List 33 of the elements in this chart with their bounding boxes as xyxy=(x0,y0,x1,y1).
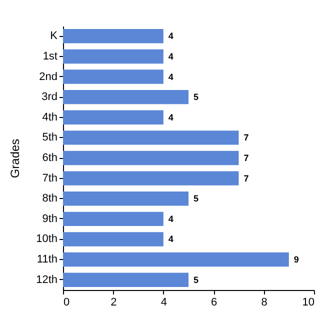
y-axis-title: Grades xyxy=(8,138,22,178)
x-tick-label: 10 xyxy=(302,296,314,308)
y-tick-label: 7th xyxy=(42,172,58,184)
y-tick-label: 5th xyxy=(42,132,58,144)
data-label: 5 xyxy=(194,274,199,285)
data-label: 4 xyxy=(168,31,174,42)
data-label: 9 xyxy=(294,254,299,265)
x-tick-label: 6 xyxy=(211,296,218,308)
y-tick-label: 2nd xyxy=(39,70,58,83)
data-label: 7 xyxy=(244,132,249,143)
data-label: 5 xyxy=(194,92,199,102)
data-label: 7 xyxy=(244,173,249,184)
data-label: 5 xyxy=(194,194,199,204)
y-tick-label: 8th xyxy=(42,192,58,205)
x-tick-label: 8 xyxy=(261,296,268,308)
x-tick-label: 0 xyxy=(64,296,70,308)
y-tick-label: 1st xyxy=(42,50,58,62)
y-tick-label: K xyxy=(50,30,58,42)
data-label: 4 xyxy=(168,72,174,82)
x-tick-label: 4 xyxy=(160,296,167,308)
y-tick-label: 12th xyxy=(36,274,58,286)
x-tick-label: 2 xyxy=(110,296,117,308)
y-tick-label: 9th xyxy=(42,212,58,225)
data-label: 7 xyxy=(244,153,249,163)
y-tick-label: 10th xyxy=(36,233,58,246)
data-label: 4 xyxy=(168,234,174,244)
y-tick-label: 11th xyxy=(36,254,58,266)
data-label: 4 xyxy=(168,51,174,62)
data-label: 4 xyxy=(168,112,174,122)
y-tick-label: 4th xyxy=(42,111,58,124)
data-label: 4 xyxy=(168,214,174,224)
y-tick-label: 6th xyxy=(42,152,58,164)
y-tick-label: 3rd xyxy=(42,91,58,104)
